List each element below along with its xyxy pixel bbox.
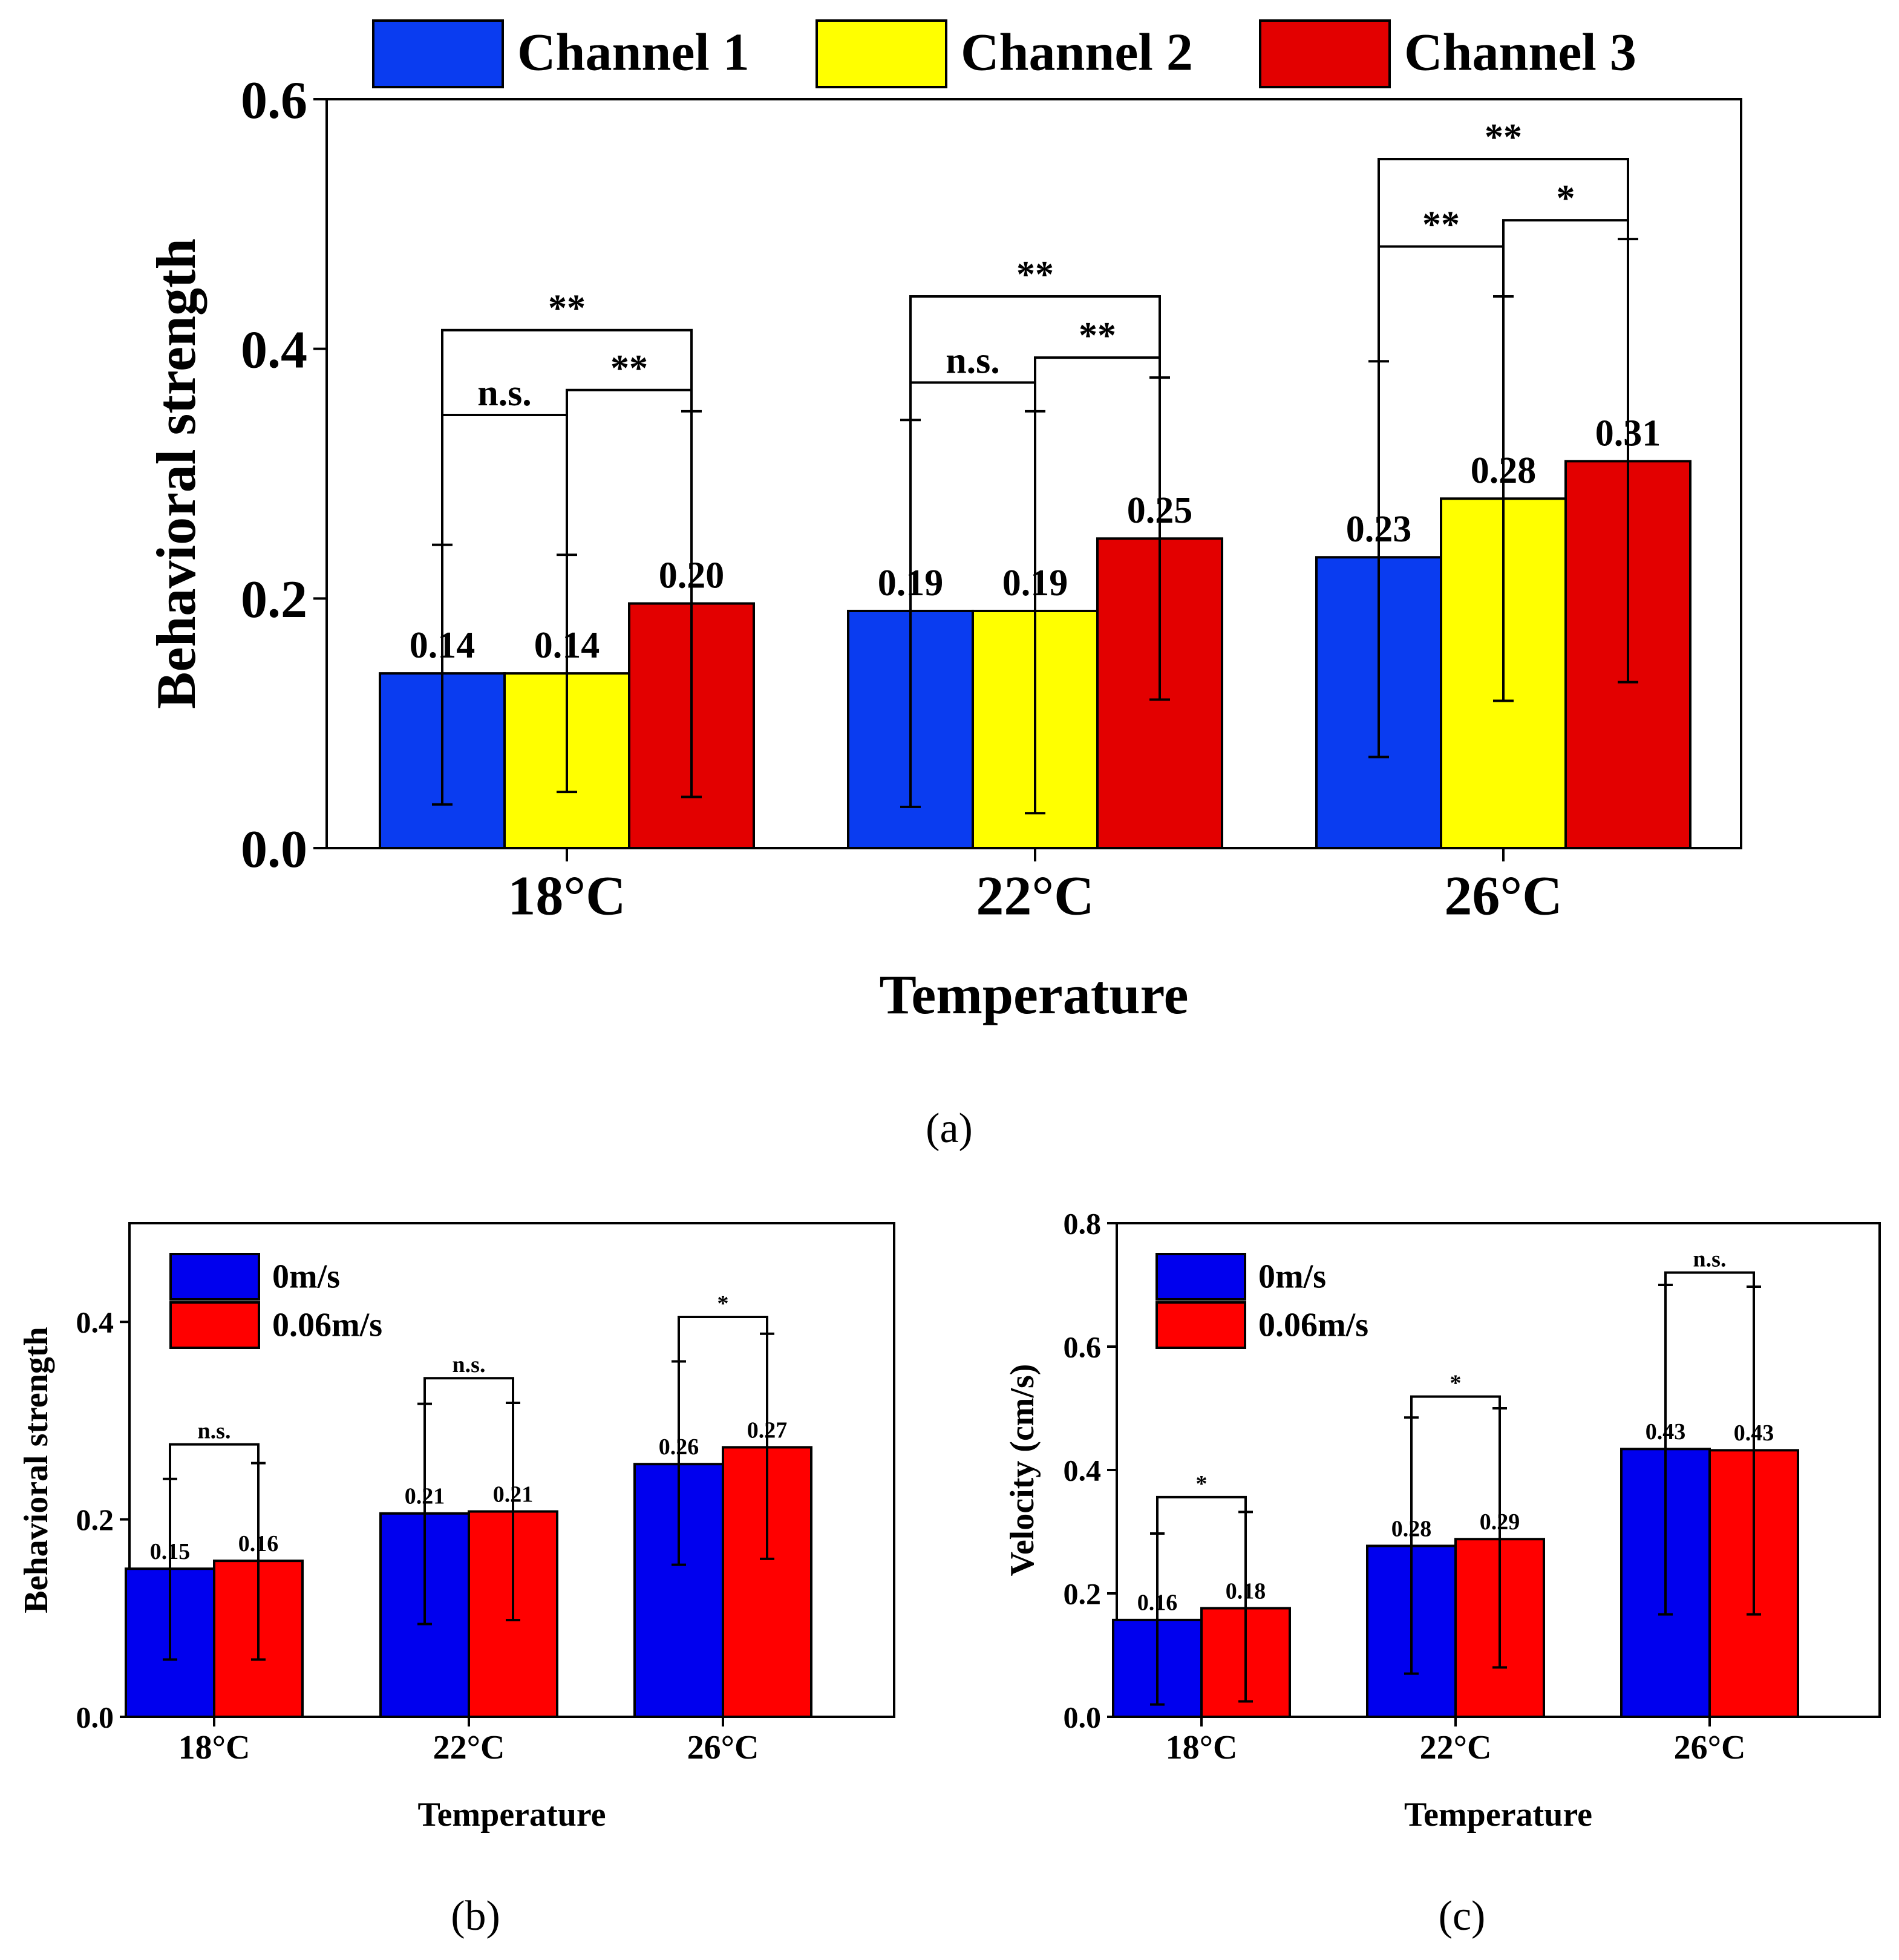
- legend-swatch: [1155, 1253, 1246, 1301]
- y-tick-label: 0.2: [241, 570, 307, 629]
- significance-label: n.s.: [198, 1419, 231, 1444]
- legend-label: Channel 3: [1404, 23, 1636, 82]
- data-label: 0.21: [493, 1481, 534, 1507]
- x-tick-label: 26°C: [1444, 864, 1562, 926]
- significance-bracket: [1664, 1271, 1755, 1287]
- data-label: 0.14: [410, 625, 476, 666]
- significance-bracket: [1378, 245, 1505, 362]
- legend-label: 0.06m/s: [1258, 1307, 1368, 1344]
- significance-label: *: [1450, 1371, 1462, 1396]
- legend-swatch: [169, 1301, 260, 1349]
- y-tick-label: 0.2: [76, 1503, 114, 1537]
- data-label: 0.18: [1226, 1578, 1266, 1604]
- x-tick-label: 22°C: [1420, 1729, 1492, 1766]
- data-label: 0.29: [1480, 1509, 1520, 1535]
- x-axis-title: Temperature: [417, 1796, 606, 1834]
- data-label: 0.27: [747, 1417, 788, 1443]
- y-tick-label: 0.0: [1064, 1700, 1102, 1734]
- data-label: 0.43: [1646, 1419, 1686, 1445]
- significance-label: n.s.: [453, 1352, 486, 1377]
- significance-bracket: [566, 388, 693, 555]
- chart-panel-a: 0.0 0.2 0.4 0.6 18°C 0.14 0.14 0.20 22°C 0.19 0.19…: [145, 19, 1742, 1152]
- y-tick-label: 0.0: [241, 820, 307, 879]
- significance-label: *: [1196, 1471, 1208, 1497]
- data-label: 0.16: [238, 1531, 279, 1557]
- panel-caption: (a): [926, 1105, 973, 1152]
- y-tick-label: 0.4: [1064, 1454, 1102, 1488]
- legend-swatch: [169, 1253, 260, 1301]
- significance-label: **: [1079, 315, 1116, 356]
- significance-label: **: [1016, 254, 1054, 295]
- data-label: 0.16: [1137, 1590, 1178, 1616]
- data-label: 0.19: [878, 563, 944, 604]
- significance-label: **: [548, 288, 586, 329]
- x-tick-label: 18°C: [178, 1729, 250, 1766]
- data-label: 0.21: [405, 1484, 445, 1509]
- legend-swatch: [372, 19, 504, 88]
- chart-panel-b: 0.0 0.2 0.4 18°C 0.15 0.16 22°C 0.21 0.21 26°C 0.2…: [18, 1222, 895, 1939]
- significance-bracket: [1156, 1495, 1247, 1534]
- significance-bracket: [909, 295, 1161, 420]
- y-tick-label: 0.0: [76, 1700, 114, 1734]
- legend-swatch: [1259, 19, 1391, 88]
- significance-bracket: [169, 1443, 260, 1479]
- significance-bracket: [1410, 1395, 1501, 1418]
- data-label: 0.14: [534, 625, 600, 666]
- significance-bracket: [441, 414, 568, 555]
- y-tick-label: 0.6: [241, 71, 307, 130]
- data-label: 0.28: [1471, 450, 1537, 491]
- data-label: 0.31: [1595, 413, 1661, 454]
- legend-label: 0.06m/s: [272, 1307, 382, 1344]
- data-label: 0.26: [659, 1434, 699, 1460]
- legend-label: 0m/s: [1258, 1258, 1326, 1296]
- data-label: 0.23: [1346, 509, 1412, 550]
- legend-label: Channel 1: [517, 23, 750, 82]
- significance-label: **: [1422, 204, 1460, 245]
- x-tick-label: 26°C: [1674, 1729, 1746, 1766]
- data-label: 0.15: [150, 1539, 191, 1564]
- x-tick-label: 22°C: [976, 864, 1094, 926]
- y-tick-label: 0.4: [76, 1305, 114, 1339]
- significance-bracket: [678, 1316, 768, 1362]
- data-label: 0.25: [1127, 490, 1193, 531]
- y-tick-label: 0.8: [1064, 1207, 1102, 1241]
- significance-label: *: [717, 1291, 729, 1316]
- y-axis-title: Behavioral strength: [18, 1327, 55, 1613]
- panel-caption: (b): [451, 1893, 500, 1939]
- data-label: 0.20: [659, 555, 725, 596]
- significance-label: n.s.: [477, 373, 532, 414]
- data-label: 0.43: [1734, 1420, 1774, 1446]
- legend-label: Channel 2: [961, 23, 1193, 82]
- data-label: 0.28: [1391, 1516, 1432, 1541]
- y-axis-title: Velocity (cm/s): [1004, 1364, 1041, 1576]
- significance-bracket: [1378, 158, 1629, 362]
- significance-bracket: [1034, 356, 1161, 411]
- x-tick-label: 22°C: [433, 1729, 505, 1766]
- legend-swatch: [815, 19, 947, 88]
- x-tick-label: 26°C: [687, 1729, 759, 1766]
- y-axis-title: Behavioral strength: [145, 238, 207, 709]
- significance-bracket: [441, 328, 693, 545]
- significance-label: n.s.: [1693, 1247, 1727, 1272]
- legend-swatch: [1155, 1301, 1246, 1349]
- x-axis-title: Temperature: [1404, 1796, 1592, 1834]
- x-tick-label: 18°C: [1166, 1729, 1238, 1766]
- significance-label: n.s.: [946, 340, 1000, 381]
- y-tick-label: 0.6: [1064, 1330, 1102, 1364]
- x-axis-title: Temperature: [879, 964, 1188, 1025]
- significance-bracket: [909, 381, 1036, 420]
- y-tick-label: 0.4: [241, 321, 307, 379]
- significance-label: **: [1485, 117, 1522, 158]
- significance-label: **: [610, 348, 648, 389]
- legend-label: 0m/s: [272, 1258, 340, 1296]
- significance-bracket: [1502, 219, 1629, 297]
- y-tick-label: 0.2: [1064, 1577, 1102, 1611]
- panel-caption: (c): [1439, 1893, 1486, 1939]
- significance-label: *: [1557, 178, 1575, 219]
- significance-bracket: [423, 1377, 514, 1404]
- data-label: 0.19: [1002, 563, 1068, 604]
- chart-panel-c: 0.0 0.2 0.4 0.6 0.8 18°C 0.16 0.18 22°C 0.28 0.29 2…: [1004, 1207, 1881, 1939]
- x-tick-label: 18°C: [508, 864, 626, 926]
